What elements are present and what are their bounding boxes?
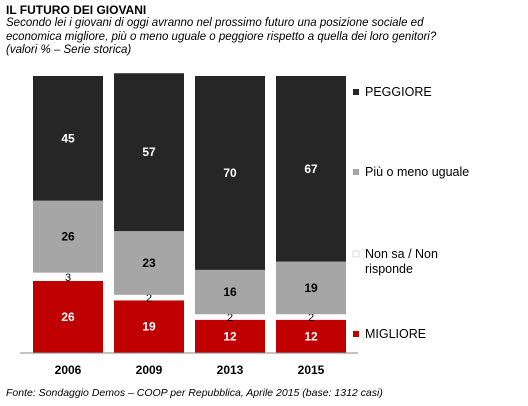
data-label: 2 (308, 312, 314, 324)
data-label: 67 (304, 162, 318, 176)
legend-label: MIGLIORE (365, 327, 426, 341)
data-label: 3 (65, 272, 71, 284)
bar-segment-non-sa-non-risponde-2009 (114, 294, 184, 301)
bar-segment-peggiore-2009 (114, 73, 184, 232)
legend-swatch (353, 89, 359, 95)
bar-2015: 12 2 19 67 (276, 76, 346, 353)
bar-2013: 12 2 16 70 (195, 76, 265, 353)
data-label: 2 (146, 293, 152, 305)
chart-subtitle: Secondo lei i giovani di oggi avranno ne… (6, 17, 516, 58)
subtitle-line-1: Secondo lei i giovani di oggi avranno ne… (6, 17, 424, 29)
legend-item: PEGGIORE (353, 85, 432, 99)
legend-label-line-2: risponde (365, 262, 413, 276)
data-label: 19 (304, 281, 318, 295)
data-label: 23 (142, 256, 156, 270)
x-tick-label-2015: 2015 (298, 363, 325, 377)
data-label: 19 (142, 320, 156, 334)
bar-segment-non-sa-non-risponde-2015 (276, 314, 346, 320)
data-label: 12 (304, 329, 318, 343)
chart-title: IL FUTURO DEI GIOVANI (6, 3, 147, 17)
legend-swatch (352, 250, 360, 258)
data-label: 16 (223, 285, 237, 299)
data-label: 12 (223, 329, 237, 343)
x-tick-labels: 2006 2009 2013 2015 (55, 363, 325, 377)
data-label: 70 (223, 166, 237, 180)
bar-segment-migliore-2013 (195, 319, 265, 353)
legend-item: Più o meno uguale (353, 165, 469, 179)
bar-2006: 26 3 26 45 (33, 76, 103, 353)
bar-segment-peggiore-2015 (276, 76, 346, 262)
bar-segment-peggiore-2006 (33, 76, 103, 201)
legend-label-line-1: Non sa / Non (365, 247, 438, 261)
x-tick-label-2013: 2013 (217, 363, 244, 377)
bar-segment-pi-o-meno-uguale-2015 (276, 261, 346, 315)
bar-segment-non-sa-non-risponde-2006 (33, 272, 103, 281)
legend-label: Più o meno uguale (365, 165, 469, 179)
data-label: 45 (61, 131, 75, 145)
data-label: 2 (227, 312, 233, 324)
bar-segment-pi-o-meno-uguale-2009 (114, 231, 184, 295)
x-tick-label-2009: 2009 (136, 363, 163, 377)
data-label: 26 (61, 310, 75, 324)
data-label: 26 (61, 230, 75, 244)
legend-label: PEGGIORE (365, 85, 432, 99)
bars-group: 26 3 26 45 19 2 23 57 12 2 16 70 12 2 19 67 (33, 73, 346, 353)
bar-2009: 19 2 23 57 (114, 73, 184, 353)
bar-segment-peggiore-2013 (195, 76, 265, 270)
source-note: Fonte: Sondaggio Demos – COOP per Repubb… (6, 387, 383, 399)
x-tick-label-2006: 2006 (55, 363, 82, 377)
bar-segment-migliore-2009 (114, 300, 184, 353)
bar-segment-pi-o-meno-uguale-2013 (195, 269, 265, 315)
bar-segment-non-sa-non-risponde-2013 (195, 314, 265, 320)
legend-swatch (353, 331, 359, 337)
bar-segment-pi-o-meno-uguale-2006 (33, 200, 103, 273)
bar-segment-migliore-2015 (276, 319, 346, 353)
legend: PEGGIORE Più o meno uguale Non sa / Nonris… (352, 85, 469, 341)
data-label: 57 (142, 145, 156, 159)
subtitle-line-2: economica migliore, più o meno uguale o … (6, 30, 437, 43)
bar-segment-migliore-2006 (33, 280, 103, 353)
legend-item: MIGLIORE (353, 327, 426, 341)
legend-swatch (353, 169, 359, 175)
subtitle-line-3: (valori % – Serie storica) (6, 44, 132, 56)
